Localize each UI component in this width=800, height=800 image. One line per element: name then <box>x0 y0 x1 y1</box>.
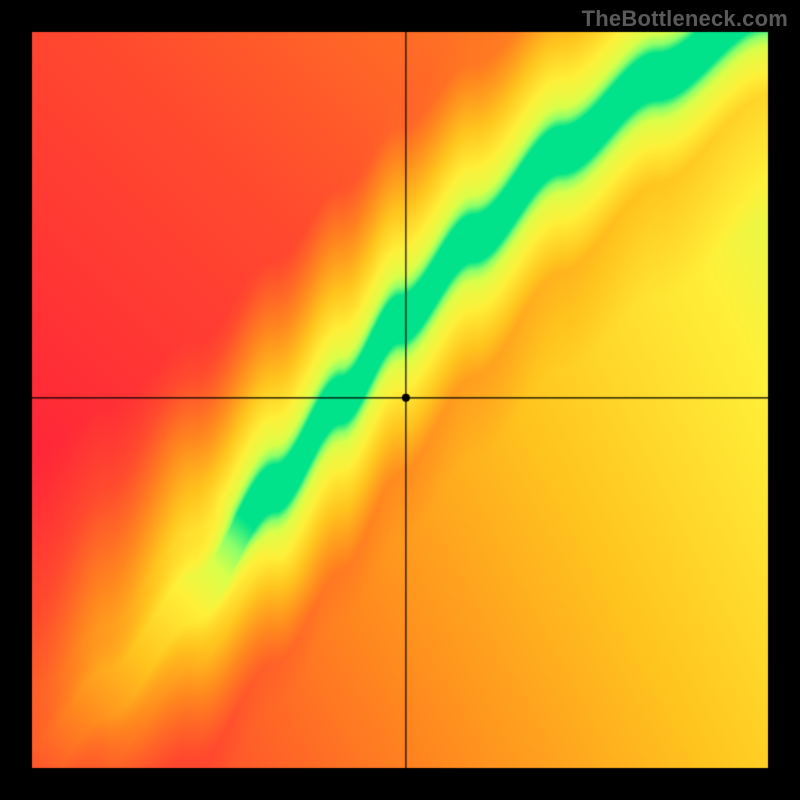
bottleneck-heatmap <box>0 0 800 800</box>
watermark-label: TheBottleneck.com <box>582 6 788 32</box>
chart-container: TheBottleneck.com <box>0 0 800 800</box>
